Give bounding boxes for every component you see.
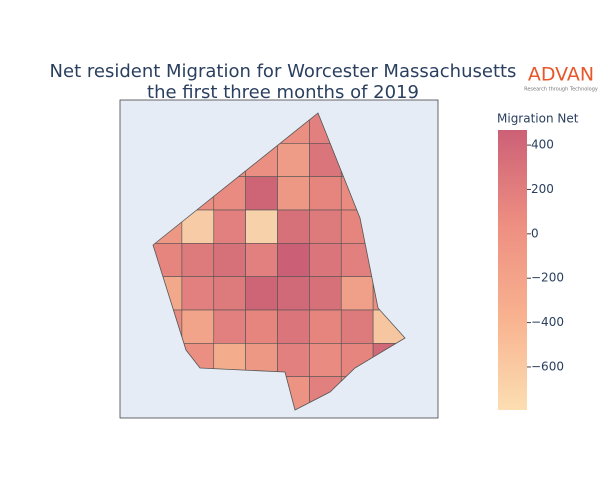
region: [245, 209, 278, 244]
colorbar-tick-label: 0: [531, 226, 539, 240]
region: [181, 243, 215, 277]
logo-tagline: Research through Technology: [524, 87, 598, 93]
region: [277, 209, 310, 244]
region: [245, 176, 278, 211]
region: [277, 243, 310, 277]
city-outline: [152, 112, 406, 411]
region: [213, 309, 246, 344]
region: [277, 309, 310, 344]
region: [213, 209, 246, 244]
region: [309, 176, 342, 211]
region: [309, 209, 342, 244]
colorbar-tick-label: −600: [531, 359, 564, 373]
region: [340, 309, 374, 344]
chart-title: the first three months of 2019: [147, 82, 419, 103]
colorbar-tick-label: 400: [531, 138, 554, 152]
colorbar-tick-label: 200: [531, 182, 554, 196]
region: [277, 176, 310, 211]
region: [277, 343, 310, 377]
region: [340, 276, 374, 311]
chart-title: Net resident Migration for Worcester Mas…: [50, 61, 517, 82]
region: [309, 276, 342, 311]
region: [245, 309, 278, 344]
region: [309, 309, 342, 344]
colorbar-tick-label: −400: [531, 315, 564, 329]
region: [309, 243, 342, 277]
region: [181, 309, 215, 344]
logo: ADVAN: [528, 64, 594, 86]
colorbar-tick-label: −200: [531, 271, 564, 285]
region: [213, 276, 246, 311]
region: [245, 276, 278, 311]
colorbar: [498, 130, 527, 410]
region: [309, 343, 342, 377]
colorbar-title: Migration Net: [497, 112, 579, 126]
region: [277, 143, 310, 177]
region: [277, 276, 310, 311]
region: [245, 243, 278, 277]
region: [181, 276, 215, 311]
region: [213, 243, 246, 277]
